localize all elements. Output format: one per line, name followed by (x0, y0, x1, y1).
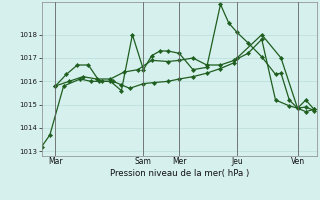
X-axis label: Pression niveau de la mer( hPa ): Pression niveau de la mer( hPa ) (109, 169, 249, 178)
